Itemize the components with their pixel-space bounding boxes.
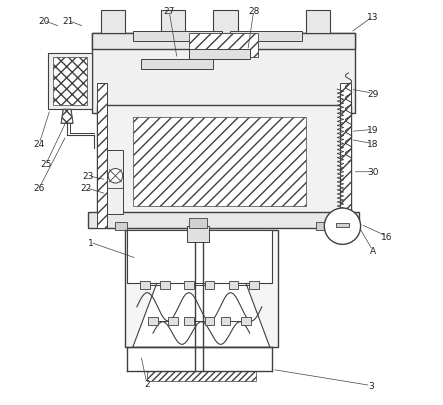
Bar — [147, 371, 256, 382]
Polygon shape — [133, 283, 270, 347]
Bar — [107, 150, 123, 215]
Text: 22: 22 — [81, 184, 92, 193]
Bar — [205, 317, 214, 325]
Bar — [336, 223, 349, 228]
Polygon shape — [127, 231, 272, 283]
Text: 28: 28 — [248, 7, 260, 16]
Text: 13: 13 — [367, 13, 378, 22]
Text: 19: 19 — [367, 126, 378, 134]
Text: 21: 21 — [62, 17, 74, 26]
Bar — [189, 50, 250, 60]
Bar — [53, 58, 87, 106]
Text: 1: 1 — [88, 238, 93, 247]
Text: 25: 25 — [40, 160, 52, 169]
Bar — [148, 317, 158, 325]
Bar — [133, 32, 222, 42]
Bar — [229, 32, 302, 42]
Bar — [161, 11, 185, 34]
Text: 16: 16 — [381, 232, 392, 241]
Bar — [205, 281, 214, 289]
Bar — [160, 281, 170, 289]
Bar — [184, 281, 194, 289]
Bar — [101, 11, 125, 34]
Text: 18: 18 — [367, 140, 378, 149]
Bar — [125, 231, 278, 347]
Text: 24: 24 — [34, 140, 45, 149]
Bar — [97, 84, 107, 229]
Bar — [168, 317, 178, 325]
Bar — [241, 317, 251, 325]
Bar — [221, 317, 230, 325]
Bar — [306, 11, 330, 34]
Bar — [133, 118, 306, 207]
Text: 29: 29 — [367, 90, 378, 98]
Bar — [140, 281, 150, 289]
Circle shape — [108, 169, 123, 183]
Text: 27: 27 — [163, 7, 175, 16]
Text: 26: 26 — [34, 184, 45, 193]
Polygon shape — [61, 110, 73, 124]
Bar — [97, 106, 350, 215]
Polygon shape — [62, 110, 73, 124]
Text: 2: 2 — [144, 379, 150, 388]
Bar — [189, 219, 207, 229]
Bar — [89, 213, 358, 229]
Bar — [316, 223, 328, 231]
Bar — [187, 227, 210, 243]
Bar — [93, 34, 354, 114]
Bar — [249, 281, 259, 289]
Bar — [48, 54, 93, 110]
Text: 30: 30 — [367, 168, 378, 177]
Circle shape — [324, 209, 361, 245]
Text: A: A — [369, 246, 376, 255]
Bar — [229, 281, 238, 289]
Bar — [341, 84, 350, 229]
Bar — [189, 34, 258, 58]
Text: 20: 20 — [39, 17, 50, 26]
Bar — [115, 223, 127, 231]
Bar — [93, 34, 354, 50]
Text: 23: 23 — [83, 172, 94, 181]
Bar — [184, 317, 194, 325]
Bar — [141, 60, 214, 70]
Text: 3: 3 — [368, 381, 373, 390]
Bar — [214, 11, 237, 34]
